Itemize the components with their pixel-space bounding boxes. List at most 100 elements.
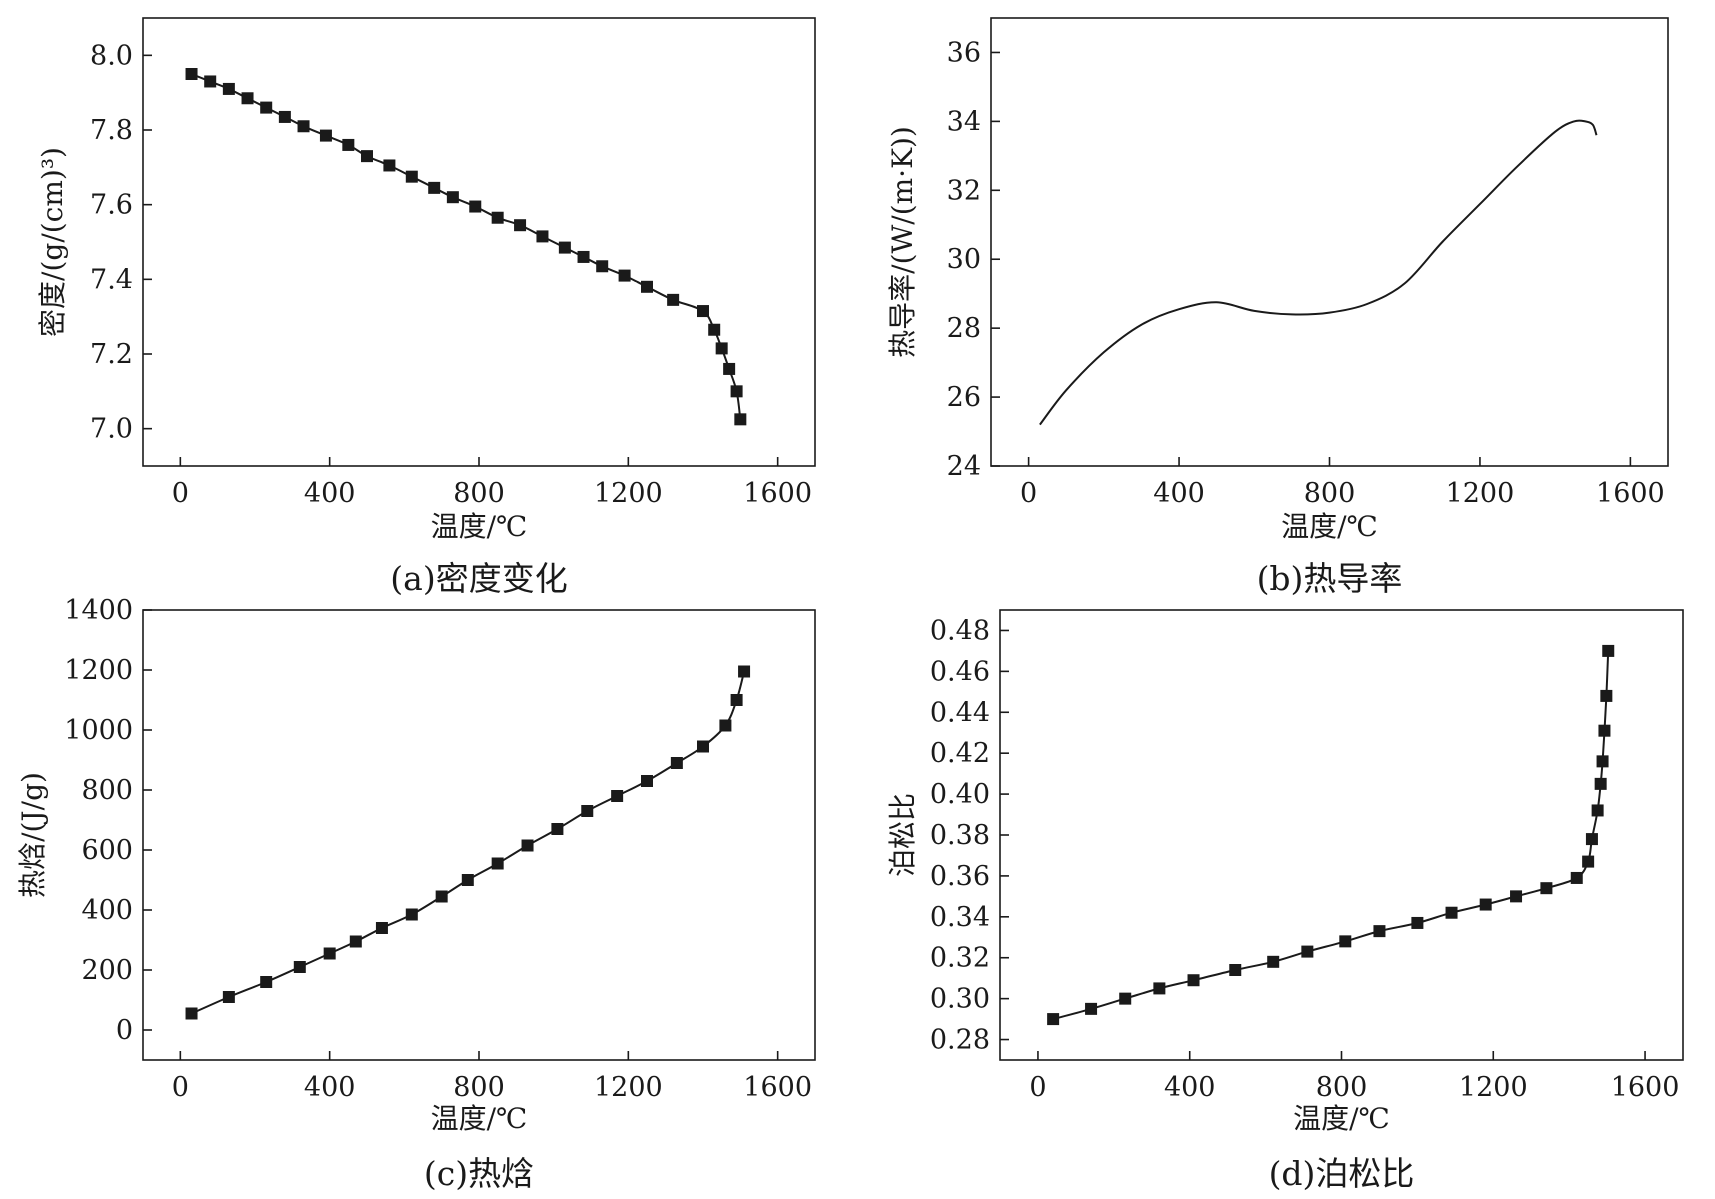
data-point-marker [719, 719, 732, 732]
data-point-marker [1591, 804, 1604, 817]
x-tick-label: 1200 [594, 1072, 663, 1103]
data-point-marker [260, 101, 273, 114]
x-tick-label: 0 [1020, 478, 1037, 509]
data-point-marker [1373, 925, 1386, 938]
y-tick-label: 0.48 [930, 615, 990, 646]
data-point-marker [1540, 882, 1553, 895]
data-point-marker [730, 694, 743, 706]
y-tick-label: 200 [81, 955, 133, 986]
data-point-marker [536, 230, 549, 243]
y-tick-label: 0.28 [930, 1025, 990, 1056]
data-point-marker [1510, 890, 1523, 903]
data-point-marker [349, 935, 362, 948]
x-tick-label: 0 [172, 1072, 189, 1103]
plot-frame [142, 17, 816, 467]
y-tick-label: 32 [947, 175, 981, 206]
panel-a-density: 0 400 800 1200 1600 7.0 7.2 7.4 7.6 7.8 8.0 温度/℃ 密度/… [36, 17, 816, 598]
y-tick-label: 800 [81, 775, 133, 806]
data-point-marker [293, 961, 306, 973]
y-tick-label: 1000 [64, 715, 133, 746]
x-tick-label: 1200 [1459, 1072, 1528, 1103]
data-point-marker [734, 413, 747, 426]
data-point-marker [1229, 964, 1242, 976]
y-tick-label: 7.6 [90, 190, 133, 221]
x-tick-label: 0 [1029, 1072, 1046, 1103]
data-point-marker [260, 976, 273, 988]
y-tick-label: 26 [947, 382, 981, 413]
data-point-marker [204, 75, 217, 88]
data-point-marker [577, 250, 590, 263]
data-point-marker [1339, 935, 1352, 948]
data-point-marker [297, 120, 310, 133]
data-point-marker [491, 857, 504, 870]
y-tick-label: 0.30 [930, 984, 990, 1015]
y-tick-label: 0.36 [930, 861, 990, 892]
data-point-marker [222, 991, 235, 1003]
x-tick-label: 400 [1164, 1072, 1216, 1103]
y-axis-label: 热焓/(J/g) [16, 772, 49, 898]
y-tick-label: 1200 [64, 655, 133, 686]
data-point-marker [319, 129, 332, 142]
data-point-marker [241, 92, 254, 105]
data-point-marker [446, 191, 459, 204]
y-tick-label: 7.8 [90, 115, 133, 146]
data-point-marker [1582, 855, 1595, 868]
data-point-marker [1479, 898, 1492, 911]
y-tick-label: 0.42 [930, 738, 990, 769]
y-tick-label: 34 [947, 106, 981, 137]
data-point-marker [435, 890, 448, 903]
data-point-marker [738, 665, 751, 678]
panel-caption: (b)热导率 [1257, 559, 1403, 598]
y-tick-label: 1400 [64, 595, 133, 626]
panel-d-poisson-ratio: 0 400 800 1200 1600 0.28 0.30 0.32 0.34 0.36 0.38 0… [886, 609, 1684, 1193]
plot-frame [142, 609, 816, 1061]
data-point-marker [185, 1007, 198, 1020]
data-point-marker [558, 241, 571, 254]
data-point-marker [611, 790, 624, 802]
y-tick-label: 30 [947, 244, 981, 275]
data-point-marker [383, 159, 396, 172]
data-point-marker [641, 280, 653, 293]
panel-c-enthalpy: 0 400 800 1200 1600 0 200 400 600 800 1000 1200 1400… [16, 595, 816, 1193]
data-point-marker [708, 323, 721, 336]
data-point-marker [1594, 777, 1607, 790]
x-tick-label: 800 [453, 1072, 505, 1103]
y-axis-label: 热导率/(W/(m·K)) [886, 126, 919, 358]
data-point-marker [618, 269, 631, 282]
x-tick-label: 400 [1153, 478, 1205, 509]
data-point-marker [1596, 755, 1609, 768]
x-axis-label: 温度/℃ [1281, 510, 1378, 543]
y-tick-label: 400 [81, 895, 133, 926]
x-tick-label: 1200 [594, 478, 663, 509]
data-point-marker [581, 805, 594, 817]
y-axis-label: 泊松比 [886, 793, 919, 877]
data-point-marker [1153, 982, 1166, 995]
panel-caption: (c)热焓 [424, 1154, 534, 1193]
x-tick-label: 800 [1316, 1072, 1368, 1103]
x-tick-label: 1600 [1611, 1072, 1680, 1103]
data-point-marker [469, 200, 482, 213]
y-tick-label: 36 [947, 37, 981, 68]
panel-caption: (a)密度变化 [390, 559, 567, 598]
data-point-marker [697, 740, 709, 753]
data-point-marker [1267, 955, 1280, 968]
y-tick-label: 0.38 [930, 820, 990, 851]
data-point-marker [514, 219, 527, 232]
data-point-marker [730, 385, 743, 398]
data-point-marker [1085, 1002, 1098, 1015]
data-point-marker [641, 775, 653, 787]
data-point-marker [670, 757, 683, 769]
plot-frame [990, 17, 1669, 467]
x-axis-label: 温度/℃ [431, 1102, 528, 1135]
data-point-marker [1570, 871, 1583, 884]
data-point-marker [1445, 906, 1458, 919]
series-line [1039, 119, 1598, 426]
y-tick-label: 0.44 [930, 697, 990, 728]
y-tick-label: 8.0 [90, 40, 133, 71]
x-axis-label: 温度/℃ [431, 510, 528, 543]
y-tick-label: 0.34 [930, 902, 990, 933]
panel-caption: (d)泊松比 [1269, 1154, 1415, 1193]
y-tick-label: 24 [947, 451, 981, 482]
x-tick-label: 0 [172, 478, 189, 509]
data-point-marker [278, 110, 291, 123]
